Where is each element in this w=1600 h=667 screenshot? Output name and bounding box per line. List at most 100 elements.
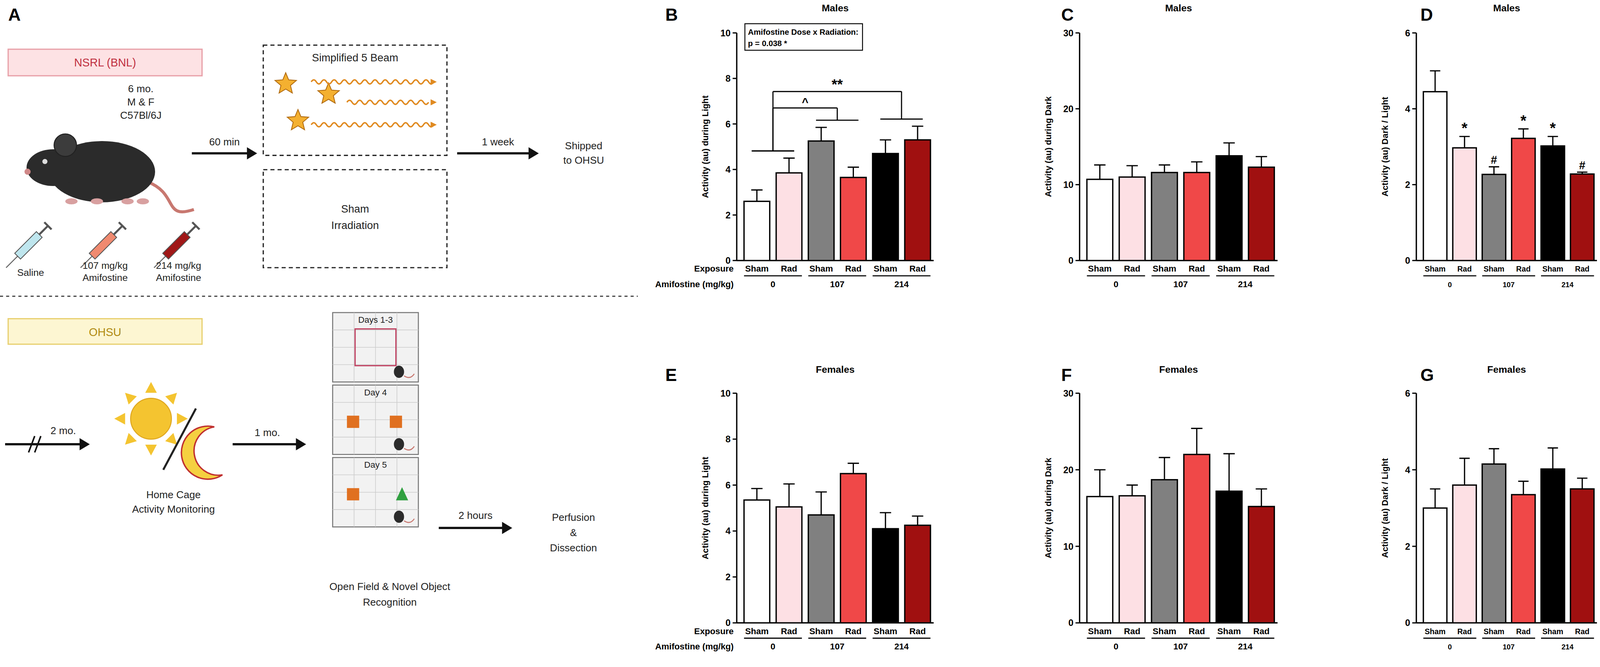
y-tick: [1412, 622, 1417, 624]
panel-label: F: [1061, 365, 1072, 385]
error-bar: [1576, 172, 1588, 175]
arrowhead: [79, 437, 90, 450]
label: 60 min: [209, 135, 240, 148]
label: Sham: [341, 202, 370, 215]
title: Males: [1493, 2, 1521, 14]
sun-ray: [176, 412, 188, 425]
label: M & F: [127, 96, 155, 108]
arrowhead: [501, 521, 513, 534]
error-bar: [847, 167, 859, 178]
group-line: [1151, 637, 1210, 639]
error-bar: [1126, 165, 1138, 177]
bar-chart: FFemales0102030Activity (au) during Dark…: [1043, 364, 1278, 652]
y-tick: [732, 32, 737, 34]
significance: #: [1491, 153, 1498, 167]
bar: [872, 153, 899, 261]
group-title: Amifostine (mg/kg): [655, 641, 734, 652]
y-tick: [1412, 183, 1417, 186]
label: Amifostine: [82, 272, 128, 283]
panel-label: C: [1061, 5, 1074, 25]
category-label: Rad: [1516, 626, 1531, 636]
marks: [1423, 447, 1595, 623]
bar: [1119, 495, 1145, 623]
y-tick: [1075, 183, 1080, 186]
bar: [1151, 479, 1178, 623]
label: C57Bl/6J: [120, 109, 162, 122]
tick-label: 6: [1405, 28, 1411, 39]
group-label: 0: [1447, 280, 1452, 289]
panel-label: D: [1420, 5, 1433, 25]
y-axis: [1415, 32, 1417, 261]
sun-ray: [145, 382, 158, 393]
y-tick: [732, 438, 737, 440]
arena: [332, 384, 419, 455]
needle: [6, 256, 18, 268]
tick-label: 4: [1405, 103, 1411, 115]
category-label: Sham: [744, 263, 769, 274]
tick-label: 2: [725, 571, 731, 583]
interaction-note: Amifostine Dose x Radiation:p = 0.038 *: [744, 23, 863, 51]
object: [389, 415, 402, 428]
bar: [1086, 179, 1113, 261]
arena: [332, 312, 419, 383]
label: Home Cage: [146, 488, 201, 501]
category-label: Sham: [1483, 264, 1505, 274]
bar: [1570, 173, 1594, 261]
y-tick: [732, 392, 737, 394]
error-bar: [751, 488, 763, 500]
plunger-end: [118, 222, 126, 230]
beam-head: [430, 99, 437, 106]
mouse-foot: [65, 198, 78, 205]
error-bar: [1547, 447, 1559, 469]
bar: [744, 201, 770, 261]
group-line: [1216, 637, 1275, 639]
mouse-tail: [148, 182, 195, 213]
sun-ray: [165, 432, 177, 445]
category-label: Rad: [1123, 626, 1141, 636]
y-label: Activity (au) during Light: [700, 456, 711, 559]
title: Males: [1165, 2, 1193, 14]
error-bar: [1430, 70, 1441, 92]
label: Days 1-3: [358, 314, 393, 325]
bar: [776, 506, 802, 623]
title: Females: [1487, 364, 1526, 375]
bar: [1216, 155, 1242, 261]
tick-label: 0: [1068, 255, 1074, 266]
group-line: [808, 275, 867, 277]
bar: [1423, 91, 1447, 261]
y-tick: [1412, 108, 1417, 110]
label: Simplified 5 Beam: [312, 51, 399, 64]
tick-label: 30: [1063, 28, 1074, 39]
label: Irradiation: [331, 219, 379, 232]
category-label: Rad: [1516, 264, 1531, 274]
group-line: [1541, 637, 1595, 639]
category-label: Rad: [1575, 626, 1590, 636]
plunger: [39, 225, 49, 235]
ion-star: [287, 109, 309, 130]
mini-tail: [403, 373, 415, 378]
error-bar: [1459, 458, 1470, 486]
group-label: 0: [1447, 642, 1452, 651]
category-label: Sham: [1087, 263, 1112, 274]
category-label: Rad: [780, 626, 798, 636]
arrow: [232, 442, 299, 446]
category-label: Sham: [809, 626, 833, 636]
bar-chart: GFemales0246Activity (au) Dark / LightSh…: [1380, 364, 1598, 651]
bar: [1541, 468, 1565, 623]
label: 2 mo.: [50, 424, 76, 437]
label: Day 4: [364, 387, 387, 398]
error-bar: [1158, 457, 1170, 480]
sun: [130, 398, 172, 439]
arrowhead: [528, 147, 539, 160]
category-label: Sham: [1424, 626, 1446, 636]
y-axis: [735, 32, 738, 261]
group-label: 214: [1237, 641, 1253, 652]
marks: [744, 126, 931, 261]
label: 107 mg/kg: [82, 260, 128, 271]
mouse-ear: [53, 133, 77, 157]
group-line: [872, 275, 931, 277]
significance: #: [1579, 158, 1586, 172]
label: Day 5: [364, 459, 387, 470]
bar: [1511, 138, 1536, 261]
category-label: Sham: [873, 263, 898, 274]
